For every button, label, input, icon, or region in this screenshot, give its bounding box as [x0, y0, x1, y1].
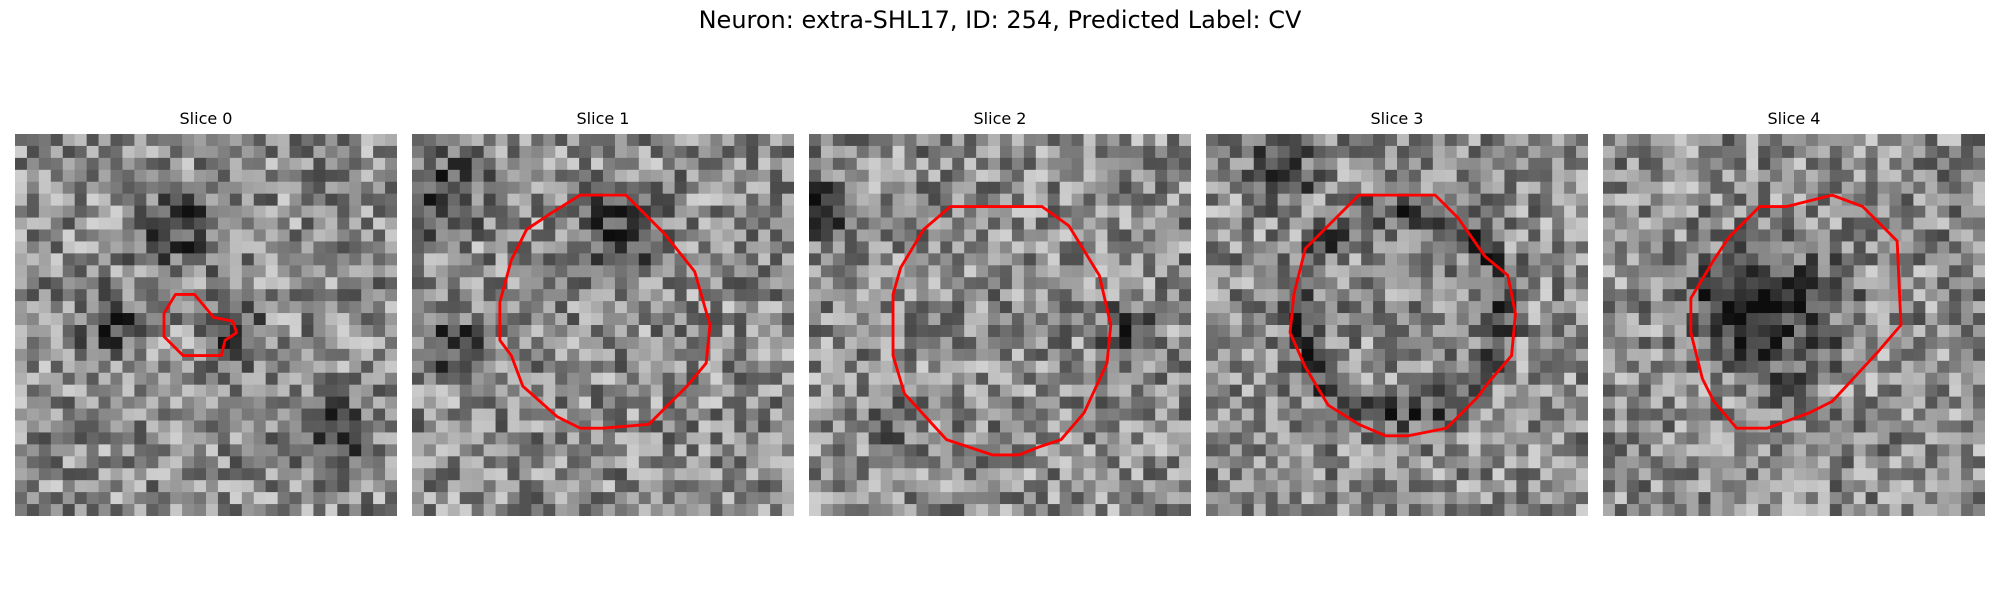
figure-title: Neuron: extra-SHL17, ID: 254, Predicted … [698, 6, 1302, 34]
slice-panel-3: Slice 3 [1206, 108, 1588, 516]
segmentation-contour [1288, 193, 1517, 438]
segmentation-contour [162, 293, 238, 357]
slice-panel-1: Slice 1 [412, 108, 794, 516]
slice-image [15, 134, 397, 516]
segmentation-contour [1689, 193, 1903, 430]
slice-title: Slice 4 [1767, 109, 1821, 128]
pixel-grid [1603, 134, 1985, 516]
pixel-grid [15, 134, 397, 516]
slice-panel-4: Slice 4 [1603, 108, 1985, 516]
slice-image [1603, 134, 1985, 516]
slice-title: Slice 0 [179, 109, 233, 128]
slice-panel-0: Slice 0 [15, 108, 397, 516]
pixel-grid [412, 134, 794, 516]
slice-title: Slice 3 [1370, 109, 1424, 128]
slice-image [809, 134, 1191, 516]
pixel-grid [809, 134, 1191, 516]
segmentation-contour [891, 205, 1113, 457]
slice-image [1206, 134, 1588, 516]
slice-title: Slice 1 [576, 109, 630, 128]
segmentation-contour [498, 193, 712, 430]
pixel-grid [1206, 134, 1588, 516]
slice-image [412, 134, 794, 516]
slice-title: Slice 2 [973, 109, 1027, 128]
slice-panel-2: Slice 2 [809, 108, 1191, 516]
